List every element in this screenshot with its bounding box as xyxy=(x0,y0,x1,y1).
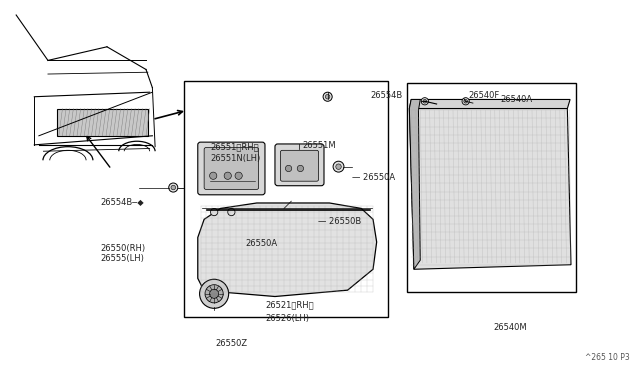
Text: 26554B─◆: 26554B─◆ xyxy=(100,198,144,206)
Text: 26550A: 26550A xyxy=(245,238,277,247)
Circle shape xyxy=(285,165,292,171)
Circle shape xyxy=(211,208,218,216)
Polygon shape xyxy=(410,99,420,269)
Circle shape xyxy=(421,97,428,105)
Circle shape xyxy=(325,94,330,99)
Text: 26554B: 26554B xyxy=(370,90,403,99)
Polygon shape xyxy=(410,99,570,109)
Circle shape xyxy=(235,172,243,179)
FancyBboxPatch shape xyxy=(204,148,259,189)
Text: ^265 10 P3: ^265 10 P3 xyxy=(585,353,630,362)
Polygon shape xyxy=(198,203,377,296)
Text: — 26550B: — 26550B xyxy=(318,218,361,227)
Text: 26521〈RH〉: 26521〈RH〉 xyxy=(265,301,314,310)
Text: 26540A: 26540A xyxy=(500,96,532,105)
Circle shape xyxy=(323,92,332,101)
Circle shape xyxy=(297,165,303,171)
Circle shape xyxy=(209,172,217,179)
Circle shape xyxy=(228,208,235,216)
Text: 26540M: 26540M xyxy=(493,324,527,333)
Polygon shape xyxy=(410,109,571,269)
Text: 26550(RH): 26550(RH) xyxy=(100,244,145,253)
Text: 26526(LH): 26526(LH) xyxy=(265,314,309,323)
Circle shape xyxy=(462,97,469,105)
Circle shape xyxy=(200,279,228,308)
Bar xyxy=(184,81,388,317)
Circle shape xyxy=(171,185,175,190)
Circle shape xyxy=(464,99,467,103)
Circle shape xyxy=(423,99,427,103)
Text: 26550Z: 26550Z xyxy=(215,339,247,347)
Circle shape xyxy=(333,161,344,172)
Text: — 26550A: — 26550A xyxy=(352,173,395,183)
Text: 26540F: 26540F xyxy=(468,92,499,100)
FancyBboxPatch shape xyxy=(198,142,265,195)
FancyBboxPatch shape xyxy=(275,144,324,186)
Circle shape xyxy=(205,285,223,303)
Circle shape xyxy=(209,289,219,298)
Circle shape xyxy=(169,183,178,192)
Text: 26551N(LH): 26551N(LH) xyxy=(210,154,260,163)
Circle shape xyxy=(224,172,232,179)
Circle shape xyxy=(336,164,341,169)
Text: 26555(LH): 26555(LH) xyxy=(100,254,144,263)
Text: 26551M: 26551M xyxy=(302,141,335,150)
FancyBboxPatch shape xyxy=(280,150,319,181)
Bar xyxy=(57,109,148,136)
Text: 26551〈RH〉: 26551〈RH〉 xyxy=(210,142,259,151)
Bar xyxy=(406,83,577,292)
